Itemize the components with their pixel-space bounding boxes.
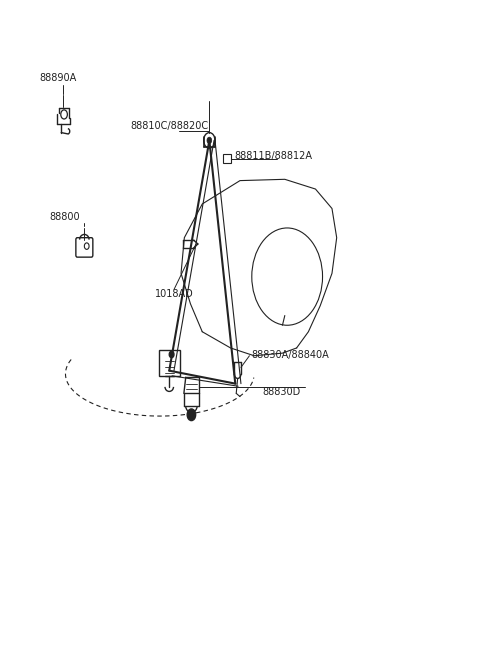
Text: 88800: 88800 bbox=[49, 212, 80, 221]
Text: 88830A/88840A: 88830A/88840A bbox=[252, 350, 330, 359]
Text: 88811B/88812A: 88811B/88812A bbox=[234, 150, 312, 160]
Circle shape bbox=[61, 110, 67, 119]
FancyBboxPatch shape bbox=[223, 154, 231, 163]
Circle shape bbox=[169, 351, 174, 357]
Circle shape bbox=[204, 133, 215, 148]
Text: 88890A: 88890A bbox=[39, 73, 77, 83]
Text: 1018AD: 1018AD bbox=[155, 289, 194, 300]
Circle shape bbox=[187, 409, 196, 420]
FancyBboxPatch shape bbox=[159, 350, 180, 376]
Circle shape bbox=[84, 243, 89, 250]
Circle shape bbox=[207, 137, 212, 144]
FancyBboxPatch shape bbox=[76, 238, 93, 257]
Text: 88810C/88820C: 88810C/88820C bbox=[131, 121, 209, 131]
Text: 88830D: 88830D bbox=[263, 387, 301, 397]
